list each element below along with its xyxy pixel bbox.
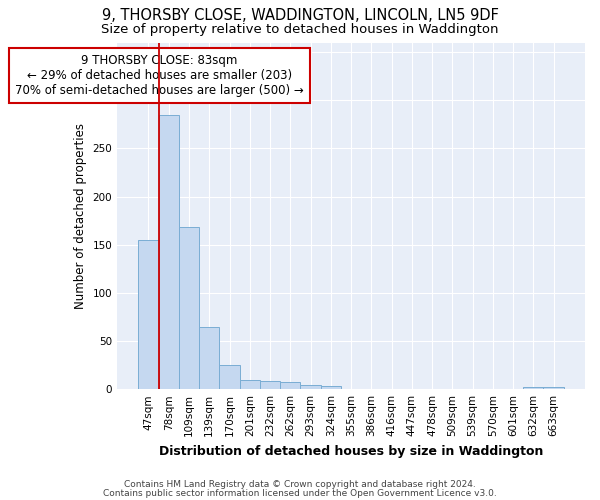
Bar: [158, 114, 179, 389]
Bar: [239, 380, 260, 389]
Y-axis label: Number of detached properties: Number of detached properties: [74, 123, 87, 309]
Text: 9, THORSBY CLOSE, WADDINGTON, LINCOLN, LN5 9DF: 9, THORSBY CLOSE, WADDINGTON, LINCOLN, L…: [101, 8, 499, 22]
Bar: [199, 326, 220, 389]
Text: Contains public sector information licensed under the Open Government Licence v3: Contains public sector information licen…: [103, 488, 497, 498]
Bar: [260, 382, 280, 389]
Bar: [220, 365, 239, 389]
Bar: [523, 388, 544, 389]
Bar: [179, 228, 199, 389]
Bar: [301, 386, 320, 389]
Text: Size of property relative to detached houses in Waddington: Size of property relative to detached ho…: [101, 22, 499, 36]
Bar: [320, 386, 341, 389]
Bar: [280, 382, 301, 389]
Bar: [544, 388, 564, 389]
Bar: [139, 240, 158, 389]
Text: Contains HM Land Registry data © Crown copyright and database right 2024.: Contains HM Land Registry data © Crown c…: [124, 480, 476, 489]
X-axis label: Distribution of detached houses by size in Waddington: Distribution of detached houses by size …: [159, 444, 543, 458]
Text: 9 THORSBY CLOSE: 83sqm
← 29% of detached houses are smaller (203)
70% of semi-de: 9 THORSBY CLOSE: 83sqm ← 29% of detached…: [15, 54, 304, 97]
